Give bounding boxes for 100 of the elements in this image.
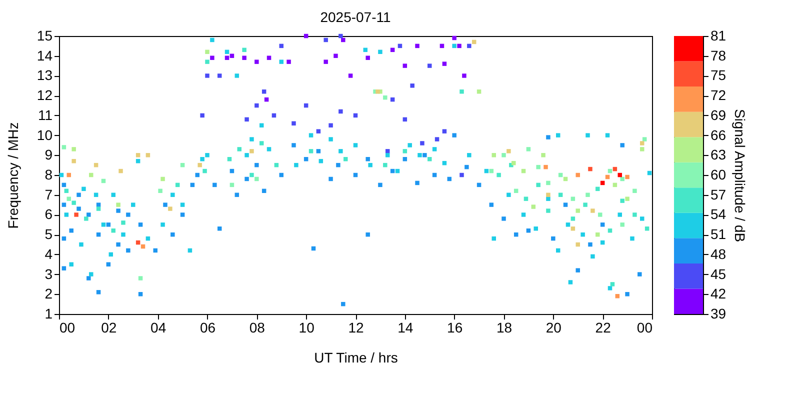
point: [250, 149, 254, 154]
y-tick-label: 13: [36, 67, 53, 84]
point: [383, 162, 388, 168]
x-tick-label: 10: [298, 320, 315, 336]
y-tick-label: 11: [38, 106, 53, 123]
point: [428, 64, 432, 68]
point: [242, 48, 246, 52]
point: [328, 123, 333, 128]
x-tick-label: 16: [447, 320, 463, 336]
point: [640, 141, 644, 146]
point: [620, 198, 624, 203]
point: [402, 149, 408, 154]
color-bar-label: 45: [710, 266, 726, 282]
point: [66, 196, 72, 201]
color-bar-label: 66: [710, 126, 726, 143]
point: [316, 129, 321, 134]
point: [205, 60, 210, 64]
point: [111, 228, 116, 233]
point: [121, 220, 126, 225]
point: [632, 188, 637, 194]
point: [210, 56, 214, 60]
x-tick-label: 22: [595, 320, 612, 336]
point: [402, 64, 408, 68]
point: [200, 113, 204, 118]
point: [442, 129, 447, 134]
point: [341, 38, 346, 42]
point: [383, 95, 388, 100]
y-tick-label: 9: [44, 146, 53, 163]
color-bar-label: 72: [710, 87, 726, 104]
point: [558, 192, 563, 197]
point: [531, 204, 536, 209]
x-axis-title: UT Time / hrs: [314, 350, 398, 366]
y-tick-label: 6: [44, 206, 53, 222]
point: [138, 276, 143, 280]
point: [266, 56, 272, 60]
point: [217, 74, 222, 78]
point: [254, 176, 259, 182]
x-tick-label: 00: [60, 320, 76, 336]
point: [598, 212, 602, 217]
point: [576, 208, 580, 213]
point: [457, 44, 462, 48]
point: [632, 212, 637, 217]
point: [625, 196, 630, 201]
color-bar-label: 78: [710, 47, 726, 64]
point: [415, 44, 420, 48]
point: [512, 160, 516, 166]
point: [536, 182, 540, 188]
point: [366, 56, 370, 60]
point: [536, 164, 540, 170]
point: [625, 174, 630, 180]
point: [583, 202, 588, 207]
point: [610, 282, 615, 286]
point: [292, 121, 296, 126]
point: [146, 153, 150, 158]
point: [324, 60, 328, 64]
point: [642, 137, 647, 142]
point: [324, 38, 328, 42]
point: [460, 89, 464, 94]
point: [526, 147, 531, 152]
color-bar-label: 57: [710, 186, 726, 202]
color-bar-label: 51: [710, 226, 726, 242]
y-tick-label: 10: [36, 126, 53, 143]
point: [338, 34, 343, 38]
point: [198, 162, 202, 168]
point: [72, 158, 76, 164]
point: [242, 56, 246, 60]
point: [524, 196, 528, 201]
point: [376, 89, 380, 94]
color-bar-label: 69: [710, 106, 726, 123]
x-tick-label: 02: [101, 320, 117, 336]
color-bar-label: 39: [710, 306, 726, 322]
point: [541, 153, 546, 158]
point: [596, 186, 600, 192]
x-tick-label: 00: [636, 320, 653, 336]
x-tick-label: 18: [496, 320, 512, 336]
point: [259, 141, 264, 146]
point: [502, 153, 506, 158]
point: [205, 50, 210, 54]
point: [202, 168, 207, 174]
point: [334, 54, 338, 58]
x-tick-label: 20: [546, 320, 562, 336]
y-tick-label: 3: [44, 266, 53, 282]
point: [570, 196, 576, 201]
color-bar-label: 54: [710, 206, 726, 222]
x-tick-label: 12: [348, 320, 364, 336]
point: [620, 176, 624, 182]
y-tick-label: 2: [44, 286, 53, 302]
point: [136, 153, 140, 158]
point: [158, 188, 162, 194]
point: [588, 166, 592, 172]
x-tick-label: 08: [249, 320, 266, 336]
point: [544, 164, 548, 170]
color-bar-label: 81: [710, 28, 726, 44]
point: [640, 147, 644, 152]
point: [546, 208, 550, 213]
point: [254, 60, 259, 64]
point: [168, 206, 172, 211]
point: [348, 74, 353, 78]
point: [420, 141, 424, 146]
point: [286, 60, 291, 64]
